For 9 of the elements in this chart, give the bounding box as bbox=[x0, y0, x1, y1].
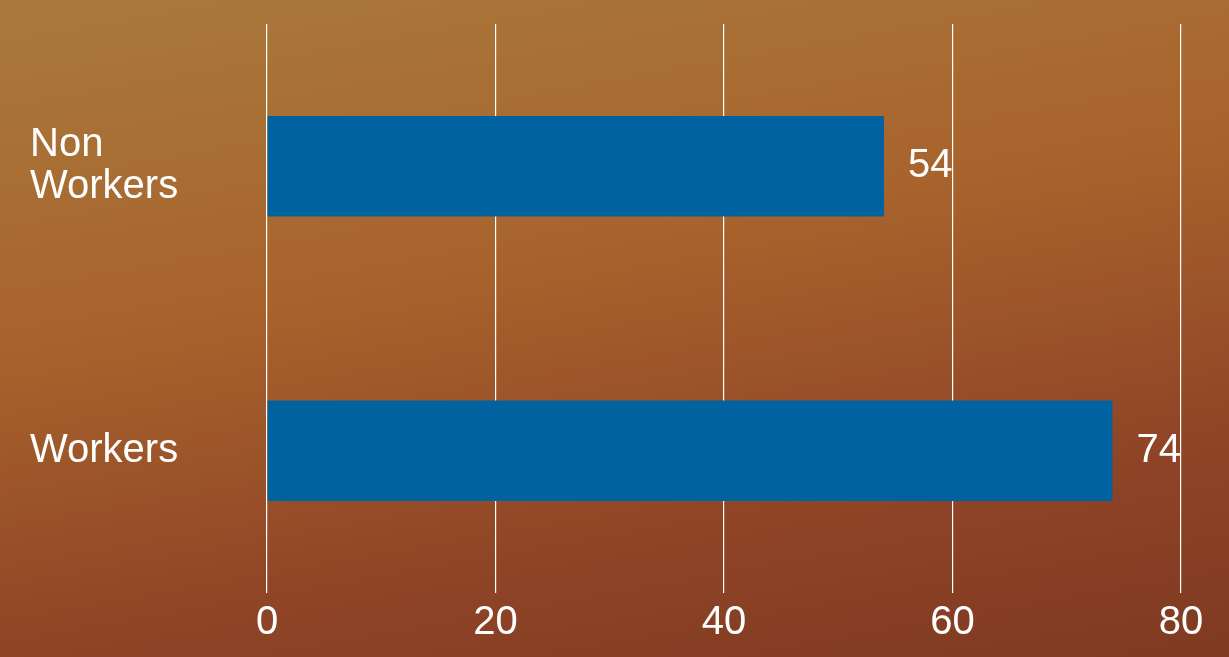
x-tick-label: 20 bbox=[473, 598, 518, 643]
y-tick-label: Non Workers bbox=[30, 120, 179, 207]
y-tick-label: Workers bbox=[30, 425, 179, 470]
data-label: 74 bbox=[1136, 425, 1181, 470]
data-label: 54 bbox=[907, 141, 953, 186]
x-tick-label: 0 bbox=[255, 598, 279, 643]
x-tick-label: 40 bbox=[701, 598, 747, 643]
x-tick-label: 60 bbox=[930, 598, 975, 643]
x-tick-label: 80 bbox=[1158, 598, 1204, 643]
